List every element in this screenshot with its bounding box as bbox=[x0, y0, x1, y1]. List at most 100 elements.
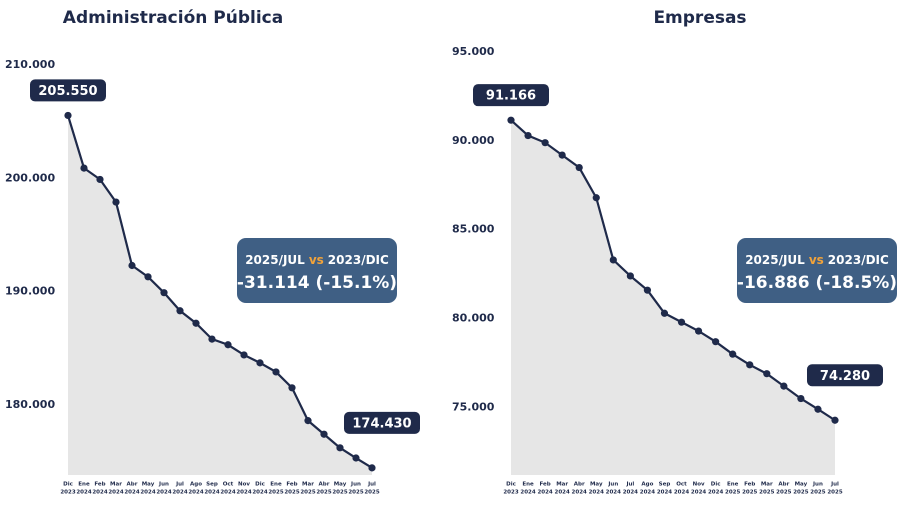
x-tick-label: May bbox=[142, 482, 155, 488]
point bbox=[746, 361, 754, 369]
x-tick-year: 2024 bbox=[76, 490, 91, 496]
x-tick-label: Jul bbox=[830, 482, 839, 488]
x-tick-year: 2024 bbox=[220, 490, 235, 496]
point bbox=[592, 194, 600, 202]
x-tick-label: Abr bbox=[574, 482, 585, 488]
annotation-header: 2025/JUL vs 2023/DIC bbox=[745, 253, 889, 267]
x-tick-label: Sep bbox=[659, 482, 671, 488]
point bbox=[272, 368, 280, 376]
x-tick-label: Nov bbox=[238, 482, 250, 488]
y-tick-label: 80.000 bbox=[452, 312, 495, 325]
point bbox=[831, 416, 839, 424]
x-tick-year: 2024 bbox=[252, 490, 267, 496]
chart-title: Administración Pública bbox=[63, 8, 283, 28]
value-label: 205.550 bbox=[38, 84, 97, 99]
x-tick-year: 2024 bbox=[124, 490, 139, 496]
x-tick-year: 2024 bbox=[156, 490, 171, 496]
x-tick-label: Ene bbox=[270, 482, 282, 488]
x-tick-year: 2024 bbox=[708, 490, 723, 496]
y-tick-label: 200.000 bbox=[5, 171, 55, 184]
x-tick-label: Sep bbox=[206, 482, 218, 488]
point bbox=[240, 351, 248, 359]
x-tick-label: May bbox=[795, 482, 808, 488]
point bbox=[144, 273, 152, 281]
x-tick-label: Jun bbox=[607, 482, 618, 488]
point bbox=[368, 464, 376, 472]
chart-title: Empresas bbox=[653, 8, 746, 28]
annotation-part: vs bbox=[809, 253, 824, 267]
annotation-text: -16.886 (-18.5%) bbox=[737, 273, 897, 293]
annotation-header: 2025/JUL vs 2023/DIC bbox=[245, 253, 389, 267]
x-tick-year: 2024 bbox=[623, 490, 638, 496]
point bbox=[192, 319, 200, 327]
annotation-part: 2025/JUL bbox=[245, 253, 305, 267]
annotation-box bbox=[737, 238, 897, 303]
value-label: 91.166 bbox=[486, 89, 536, 104]
point bbox=[524, 131, 532, 140]
x-tick-label: Dic bbox=[63, 482, 73, 488]
x-tick-year: 2025 bbox=[348, 490, 363, 496]
point bbox=[352, 454, 360, 462]
x-tick-year: 2025 bbox=[725, 490, 740, 496]
point bbox=[626, 272, 634, 280]
x-tick-label: Oct bbox=[223, 482, 234, 488]
x-tick-label: Dic bbox=[255, 482, 265, 488]
x-tick-year: 2025 bbox=[759, 490, 774, 496]
point bbox=[256, 359, 264, 367]
point bbox=[208, 335, 216, 343]
point bbox=[320, 430, 328, 438]
point bbox=[660, 309, 669, 317]
value-label-box bbox=[30, 79, 106, 102]
y-tick-label: 180.000 bbox=[5, 398, 55, 411]
point bbox=[128, 261, 136, 270]
value-label: 174.430 bbox=[352, 416, 411, 431]
point bbox=[541, 139, 549, 147]
point bbox=[64, 111, 72, 120]
x-tick-year: 2024 bbox=[674, 490, 689, 496]
y-tick-label: 190.000 bbox=[5, 285, 55, 298]
point bbox=[558, 151, 566, 159]
x-tick-label: Jul bbox=[175, 482, 184, 488]
x-tick-label: Jun bbox=[812, 482, 823, 488]
x-tick-year: 2025 bbox=[268, 490, 283, 496]
x-tick-year: 2025 bbox=[316, 490, 331, 496]
value-label: 74.280 bbox=[820, 369, 870, 384]
x-tick-year: 2025 bbox=[332, 490, 347, 496]
y-tick-label: 75.000 bbox=[452, 400, 495, 413]
x-tick-label: Oct bbox=[676, 482, 687, 488]
point bbox=[160, 289, 168, 297]
annotation-box bbox=[237, 238, 397, 303]
x-tick-year: 2024 bbox=[589, 490, 604, 496]
point bbox=[575, 163, 583, 172]
x-tick-year: 2024 bbox=[204, 490, 219, 496]
x-tick-year: 2025 bbox=[284, 490, 299, 496]
x-tick-label: Ago bbox=[641, 482, 653, 488]
point bbox=[336, 444, 344, 452]
x-tick-label: Mar bbox=[761, 482, 773, 488]
x-tick-year: 2024 bbox=[108, 490, 123, 496]
point bbox=[176, 307, 184, 315]
x-tick-year: 2024 bbox=[520, 490, 535, 496]
point bbox=[763, 370, 771, 378]
x-tick-label: Dic bbox=[711, 482, 721, 488]
x-tick-year: 2024 bbox=[555, 490, 570, 496]
x-tick-year: 2024 bbox=[657, 490, 672, 496]
point bbox=[694, 327, 703, 335]
point bbox=[224, 341, 232, 349]
x-tick-year: 2024 bbox=[606, 490, 621, 496]
x-tick-label: May bbox=[334, 482, 347, 488]
x-tick-label: Nov bbox=[693, 482, 705, 488]
x-tick-year: 2025 bbox=[776, 490, 791, 496]
x-tick-label: Mar bbox=[110, 482, 122, 488]
x-tick-year: 2025 bbox=[810, 490, 825, 496]
point bbox=[304, 417, 312, 425]
annotation-text: -31.114 (-15.1%) bbox=[237, 273, 397, 293]
x-tick-label: Abr bbox=[127, 482, 138, 488]
value-label-box bbox=[807, 364, 883, 387]
y-tick-label: 210.000 bbox=[5, 58, 55, 71]
x-tick-label: Feb bbox=[286, 482, 297, 488]
point bbox=[609, 256, 617, 264]
point bbox=[507, 116, 515, 124]
x-tick-label: Jun bbox=[350, 482, 361, 488]
annotation-part: 2025/JUL bbox=[745, 253, 805, 267]
